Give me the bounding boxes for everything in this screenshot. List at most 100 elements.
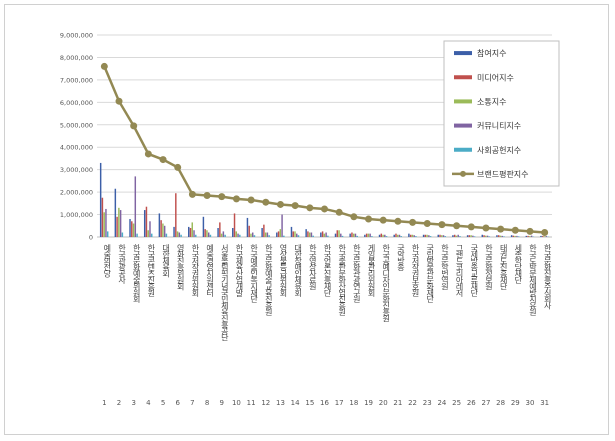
bar [283, 235, 285, 237]
bar [232, 228, 234, 237]
x-category-label: 한국문화진흥주식회사 [543, 244, 552, 311]
brand-index-point [174, 163, 182, 171]
bar [459, 236, 461, 237]
bar [409, 234, 412, 237]
bar [385, 236, 388, 237]
bar [371, 236, 373, 237]
x-category-label: 국악방송 [396, 244, 405, 271]
x-category-label: 서울올림픽기념국민체육진흥공단 [220, 244, 229, 342]
bar [114, 188, 117, 237]
bar [145, 206, 148, 237]
x-index-label: 3 [131, 399, 135, 407]
bar [466, 235, 469, 237]
brand-index-point [188, 190, 196, 198]
bar [369, 233, 371, 237]
x-index-label: 9 [220, 399, 224, 407]
bar [296, 233, 298, 237]
x-category-label: 한국영상자료원 [308, 244, 317, 290]
bar [411, 234, 414, 237]
bar [499, 235, 502, 237]
x-index-label: 2 [117, 399, 121, 407]
bar [191, 222, 193, 237]
x-category-label: 한국콘텐츠진흥원 [147, 244, 156, 297]
bar [452, 235, 454, 237]
bar [162, 223, 164, 237]
x-category-label: 한국체육산업개발 [235, 244, 244, 297]
brand-index-point [482, 224, 490, 232]
x-index-label: 5 [161, 399, 165, 407]
x-category-label: 한국공예디자인문화진흥원 [381, 244, 390, 322]
bar [437, 234, 439, 237]
y-tick-label: 9,000,000 [60, 32, 93, 40]
brand-index-point [365, 215, 373, 223]
bar [356, 235, 358, 237]
x-index-label: 20 [379, 399, 388, 407]
bar [129, 219, 131, 237]
bar [453, 234, 456, 237]
x-index-label: 16 [320, 399, 329, 407]
x-index-label: 13 [276, 399, 285, 407]
bar [336, 230, 338, 237]
bar [219, 222, 221, 237]
brand-index-point [409, 218, 417, 226]
bar [488, 236, 491, 237]
bar [512, 235, 515, 237]
y-tick-label: 6,000,000 [60, 99, 93, 107]
legend-label: 브랜드평판지수 [477, 169, 529, 179]
x-category-label: 한국문학번역원 [440, 244, 449, 290]
bar [158, 213, 161, 237]
x-category-label: 한국문화예술교육진흥원 [264, 244, 273, 316]
bar [525, 235, 528, 237]
x-category-label: 한국문화예술위원회 [132, 244, 141, 304]
x-index-label: 6 [175, 399, 180, 407]
brand-index-point [218, 193, 226, 201]
bar [408, 233, 410, 237]
bar [101, 197, 104, 237]
bar [472, 235, 474, 237]
bar [349, 233, 351, 237]
bar [147, 230, 149, 237]
bar [455, 235, 458, 237]
bar [542, 236, 544, 237]
legend-label: 소통지수 [477, 97, 506, 106]
bar [173, 226, 175, 237]
bar [239, 234, 241, 237]
bar [251, 232, 254, 237]
bar [294, 231, 296, 237]
legend-label: 커뮤니티지수 [477, 121, 521, 131]
x-category-label: 대한체육회 [161, 244, 170, 279]
bar [237, 233, 239, 237]
y-tick-label: 4,000,000 [60, 144, 93, 152]
bar [149, 221, 151, 237]
bar [310, 232, 313, 237]
bar [136, 233, 138, 237]
bar [320, 232, 322, 237]
bar [516, 235, 518, 237]
bar [323, 233, 326, 237]
x-index-label: 14 [291, 399, 300, 407]
x-index-label: 26 [467, 399, 476, 407]
legend-swatch [454, 51, 472, 56]
bar [292, 231, 294, 237]
x-category-label: 게임물관리위원회 [367, 243, 376, 298]
bar [501, 235, 503, 237]
x-category-label: 국제방송교류재단 [469, 244, 478, 297]
x-category-label: 영화진흥위원회 [176, 243, 185, 291]
bar [276, 232, 278, 237]
bar [253, 235, 256, 237]
bar [99, 162, 102, 237]
x-category-label: 영상물등급위원회 [279, 243, 288, 298]
legend-label: 미디어지수 [477, 72, 514, 82]
legend-label: 참여지수 [477, 48, 506, 58]
bar [277, 231, 280, 237]
brand-index-point [379, 216, 387, 224]
x-index-label: 4 [146, 399, 151, 407]
x-category-label: 한국언론진흥재단 [323, 244, 332, 297]
brand-index-point [306, 204, 314, 212]
bar [193, 230, 195, 237]
brand-index-point [203, 191, 211, 199]
bar [338, 230, 340, 237]
legend-swatch [454, 123, 472, 128]
bar [497, 235, 500, 237]
